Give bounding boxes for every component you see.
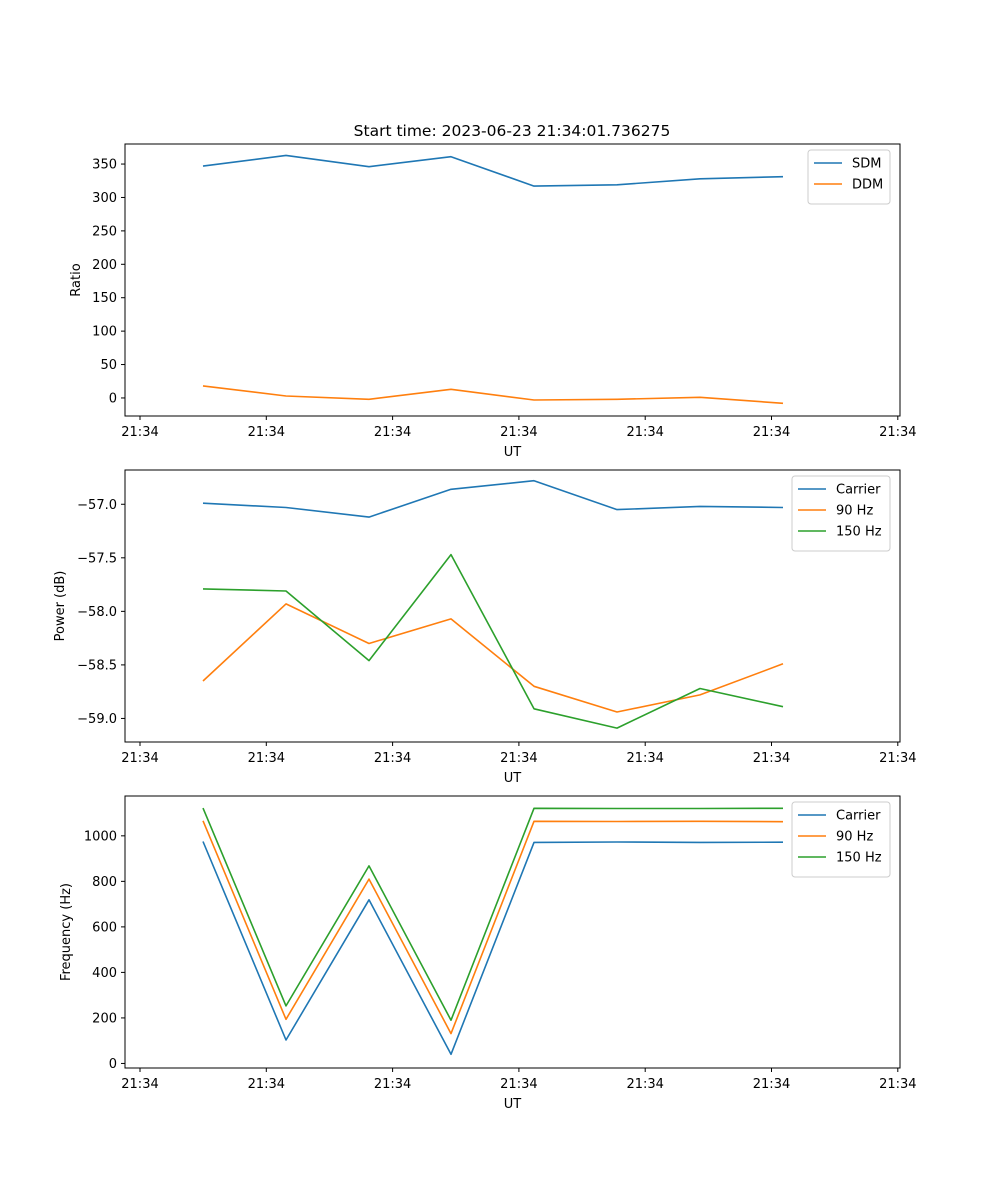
y-tick-label: 800 bbox=[92, 875, 117, 890]
x-tick-label: 21:34 bbox=[626, 425, 663, 440]
y-tick-label: 300 bbox=[92, 191, 117, 206]
legend-label: 150 Hz bbox=[836, 851, 882, 866]
y-tick-label: 100 bbox=[92, 325, 117, 340]
y-tick-label: 250 bbox=[92, 224, 117, 239]
x-tick-label: 21:34 bbox=[248, 751, 285, 766]
x-tick-label: 21:34 bbox=[374, 751, 411, 766]
series-line-ddm bbox=[202, 385, 784, 405]
series-line-90-hz bbox=[202, 603, 784, 713]
x-tick-label: 21:34 bbox=[753, 751, 790, 766]
axes-frame bbox=[124, 795, 901, 1069]
x-axis-label: UT bbox=[504, 771, 522, 786]
legend-label: 150 Hz bbox=[836, 525, 882, 540]
y-tick-label: 350 bbox=[92, 158, 117, 173]
series-line-sdm bbox=[202, 154, 784, 187]
x-tick-label: 21:34 bbox=[879, 1077, 916, 1092]
y-axis-label: Power (dB) bbox=[53, 571, 68, 642]
y-tick-label: 400 bbox=[92, 966, 117, 981]
ratio-panel: 21:3421:3421:3421:3421:3421:3421:3421:35… bbox=[69, 143, 917, 460]
axes-frame bbox=[124, 469, 901, 743]
x-tick-label: 21:34 bbox=[374, 1077, 411, 1092]
y-tick-label: 1000 bbox=[84, 829, 117, 844]
legend-box bbox=[791, 475, 891, 552]
legend: SDM DDM bbox=[807, 149, 891, 205]
chart-title: Start time: 2023-06-23 21:34:01.736275 bbox=[354, 122, 671, 140]
x-axis-label: UT bbox=[504, 445, 522, 460]
y-tick-label: 0 bbox=[109, 1057, 117, 1072]
y-tick-label: 50 bbox=[100, 358, 117, 373]
y-tick-label: 150 bbox=[92, 291, 117, 306]
legend-label: 90 Hz bbox=[836, 830, 873, 845]
x-tick-label: 21:34 bbox=[248, 425, 285, 440]
x-tick-label: 21:34 bbox=[248, 1077, 285, 1092]
legend-box bbox=[791, 801, 891, 878]
legend: Carrier 90 Hz 150 Hz bbox=[791, 801, 891, 878]
x-tick-label: 21:34 bbox=[753, 1077, 790, 1092]
x-axis-label: UT bbox=[504, 1097, 522, 1112]
y-tick-label: −57.0 bbox=[77, 498, 117, 513]
x-tick-label: 21:34 bbox=[753, 425, 790, 440]
legend: Carrier 90 Hz 150 Hz bbox=[791, 475, 891, 552]
legend-label: Carrier bbox=[836, 809, 881, 824]
x-tick-label: 21:34 bbox=[879, 751, 916, 766]
series-line-150-hz bbox=[202, 807, 784, 1022]
series-line-90-hz bbox=[202, 820, 784, 1035]
y-tick-label: −58.5 bbox=[77, 658, 117, 673]
x-tick-label: 21:34 bbox=[500, 425, 537, 440]
y-tick-label: 0 bbox=[109, 391, 117, 406]
legend-label: 90 Hz bbox=[836, 504, 873, 519]
series-line-150-hz bbox=[202, 553, 784, 729]
legend-label: Carrier bbox=[836, 483, 881, 498]
x-tick-label: 21:34 bbox=[374, 425, 411, 440]
legend-label: DDM bbox=[852, 178, 883, 193]
x-tick-label: 21:34 bbox=[626, 1077, 663, 1092]
y-axis-label: Ratio bbox=[69, 263, 84, 296]
x-tick-label: 21:34 bbox=[121, 425, 158, 440]
x-tick-label: 21:34 bbox=[500, 751, 537, 766]
x-tick-label: 21:34 bbox=[121, 751, 158, 766]
x-tick-label: 21:34 bbox=[500, 1077, 537, 1092]
y-tick-label: 200 bbox=[92, 1011, 117, 1026]
y-axis-label: Frequency (Hz) bbox=[59, 883, 74, 981]
x-tick-label: 21:34 bbox=[626, 751, 663, 766]
y-tick-label: −59.0 bbox=[77, 712, 117, 727]
legend-label: SDM bbox=[852, 157, 881, 172]
axes-frame bbox=[124, 143, 901, 417]
power-panel: 21:3421:3421:3421:3421:3421:3421:3421:35… bbox=[53, 469, 917, 786]
x-tick-label: 21:34 bbox=[121, 1077, 158, 1092]
y-tick-label: −57.5 bbox=[77, 551, 117, 566]
y-tick-label: 600 bbox=[92, 920, 117, 935]
series-line-carrier bbox=[202, 841, 784, 1056]
y-tick-label: −58.0 bbox=[77, 605, 117, 620]
x-tick-label: 21:34 bbox=[879, 425, 916, 440]
y-tick-label: 200 bbox=[92, 258, 117, 273]
frequency-panel: 21:3421:3421:3421:3421:3421:3421:3421:35… bbox=[59, 795, 917, 1112]
series-line-carrier bbox=[202, 479, 784, 518]
